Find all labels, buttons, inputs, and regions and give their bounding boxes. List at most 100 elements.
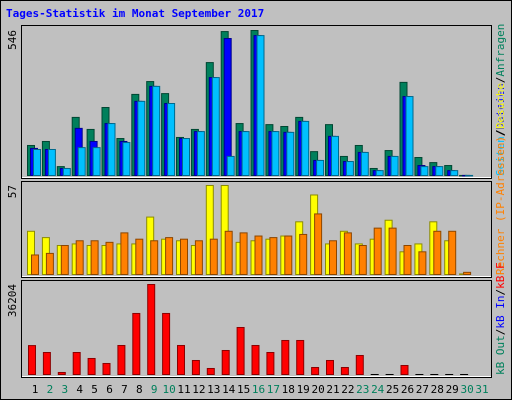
bar (221, 349, 230, 375)
x-tick-label: 23 (356, 383, 369, 396)
bar (301, 120, 310, 176)
bar (373, 227, 382, 275)
x-tick-label: 9 (151, 383, 158, 396)
bar (226, 155, 235, 176)
x-tick-label: 13 (207, 383, 220, 396)
bar (117, 344, 126, 376)
bar (42, 352, 51, 375)
bar (463, 271, 472, 275)
bar (281, 339, 290, 376)
x-tick-label: 21 (326, 383, 339, 396)
bar (165, 237, 174, 276)
bar (122, 142, 131, 177)
bar (390, 155, 399, 176)
bar (45, 252, 54, 275)
bar (162, 312, 171, 376)
bar (420, 166, 429, 177)
y-tick-label: 546 (6, 30, 19, 50)
bar (266, 352, 275, 375)
legend-entry: Dateien (494, 83, 507, 129)
x-tick-label: 6 (106, 383, 113, 396)
bar (72, 352, 81, 375)
x-tick-label: 27 (416, 383, 429, 396)
bar (435, 166, 444, 177)
x-tick-label: 15 (237, 383, 250, 396)
bar (209, 238, 218, 275)
bar (92, 147, 101, 176)
x-tick-label: 12 (192, 383, 205, 396)
bar (57, 371, 66, 376)
x-tick-label: 5 (91, 383, 98, 396)
bar (28, 345, 36, 375)
bar (375, 170, 384, 177)
bar (206, 367, 215, 376)
bar (87, 357, 96, 375)
chart-title: Tages-Statistik im Monat September 2017 (6, 7, 264, 20)
bar (299, 233, 308, 276)
bar (102, 362, 111, 375)
bar (311, 367, 320, 375)
bar (254, 235, 263, 276)
x-tick-label: 26 (401, 383, 414, 396)
bar (182, 138, 190, 176)
x-tick-label: 28 (431, 383, 444, 396)
x-tick-label: 10 (162, 383, 175, 396)
bar (196, 131, 205, 176)
x-tick-label: 18 (282, 383, 295, 396)
bar (241, 131, 250, 176)
legend-entry: Rechner (IP-Adressen) (494, 136, 507, 275)
bar (284, 235, 293, 276)
bar (405, 96, 414, 176)
x-tick-label: 11 (177, 383, 190, 396)
bar (135, 238, 144, 275)
bar (326, 359, 334, 376)
x-tick-label: 7 (121, 383, 128, 396)
bar (137, 100, 146, 176)
x-tick-label: 2 (47, 383, 54, 396)
bar (90, 240, 99, 275)
legend-entry: Anfragen (494, 24, 507, 77)
bar (239, 232, 248, 276)
bar (358, 245, 367, 275)
x-tick-label: 19 (297, 383, 310, 396)
x-tick-label: 24 (371, 383, 385, 396)
bar (400, 364, 409, 375)
y-tick-label: 57 (6, 185, 19, 198)
legend-separator: / (494, 77, 507, 84)
bar (355, 354, 364, 376)
legend-separator: / (494, 329, 507, 336)
bar (223, 38, 232, 177)
bar (147, 284, 156, 375)
bar (271, 131, 280, 176)
bar (403, 245, 412, 275)
x-tick-label: 1 (32, 383, 39, 396)
legend-entry: kB F (494, 262, 507, 289)
bar (191, 359, 200, 376)
bar (107, 123, 116, 176)
x-tick-label: 22 (341, 383, 354, 396)
bar (331, 135, 339, 176)
bar (269, 237, 278, 276)
bar (251, 344, 260, 376)
bar (62, 167, 71, 177)
bar (152, 85, 161, 176)
bar (433, 230, 442, 275)
bar (360, 151, 369, 176)
bar (314, 213, 323, 275)
x-tick-label: 29 (446, 383, 459, 396)
x-tick-label: 14 (222, 383, 236, 396)
legend-entry: Seiten (494, 136, 507, 176)
y-tick-label: 36204 (6, 284, 19, 317)
x-tick-label: 16 (252, 383, 265, 396)
bar (150, 240, 159, 275)
bar (211, 77, 220, 176)
bar (132, 312, 141, 376)
bar (418, 251, 427, 276)
bar (329, 240, 337, 275)
bar (167, 103, 176, 176)
bar (236, 326, 245, 375)
bar (180, 238, 188, 275)
bar (256, 35, 265, 177)
legend-entry: kB In (494, 296, 507, 329)
